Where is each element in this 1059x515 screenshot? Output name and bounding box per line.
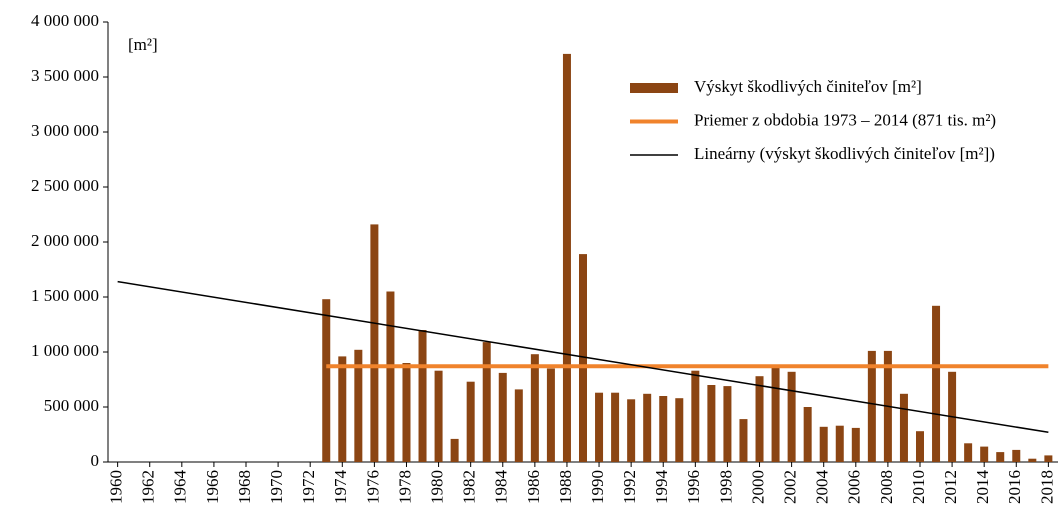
bar	[707, 385, 716, 462]
x-tick-label: 1972	[299, 470, 318, 504]
bar	[659, 396, 668, 462]
x-tick-label: 1986	[524, 470, 543, 504]
bar	[611, 392, 620, 462]
legend-label: Lineárny (výskyt škodlivých činiteľov [m…	[694, 144, 995, 163]
unit-label: [m²]	[128, 35, 158, 54]
y-tick-label: 1 000 000	[31, 341, 99, 360]
x-tick-label: 1980	[427, 470, 446, 504]
bar	[932, 305, 941, 462]
x-tick-label: 1960	[107, 470, 126, 504]
x-tick-label: 1994	[652, 470, 671, 505]
x-tick-label: 1964	[171, 470, 190, 505]
y-tick-label: 0	[91, 451, 100, 470]
bar	[402, 363, 411, 462]
bar	[338, 356, 347, 462]
x-tick-label: 1974	[331, 470, 350, 505]
bar	[627, 399, 636, 462]
bar	[675, 398, 684, 462]
bar	[466, 381, 475, 462]
bar	[1012, 449, 1021, 462]
bar	[482, 342, 491, 462]
bar	[579, 254, 587, 462]
bar	[835, 425, 844, 462]
y-tick-label: 2 500 000	[31, 176, 99, 195]
trend-line	[117, 280, 1049, 434]
bar	[450, 438, 459, 462]
bar	[322, 299, 331, 462]
x-tick-label: 1984	[492, 470, 511, 505]
bar	[562, 53, 571, 463]
y-tick-label: 500 000	[44, 396, 99, 415]
legend-label: Priemer z obdobia 1973 – 2014 (871 tis. …	[694, 110, 996, 129]
x-tick-label: 2002	[781, 470, 800, 504]
bar	[370, 224, 379, 462]
x-tick-label: 2010	[909, 470, 928, 504]
y-tick-label: 2 000 000	[31, 231, 99, 250]
bar	[418, 330, 427, 462]
x-tick-label: 2012	[941, 470, 960, 504]
bar	[867, 350, 876, 462]
bar	[899, 393, 908, 462]
x-tick-label: 1976	[363, 470, 382, 504]
bar	[980, 446, 989, 462]
x-tick-label: 1968	[235, 470, 254, 504]
bar	[739, 419, 748, 462]
legend-label: Výskyt škodlivých činiteľov [m²]	[694, 77, 922, 96]
x-tick-label: 1962	[139, 470, 158, 504]
bar	[1044, 455, 1053, 462]
bar	[851, 427, 860, 462]
x-tick-label: 2000	[748, 470, 767, 504]
y-tick-label: 3 000 000	[31, 121, 99, 140]
bar	[964, 443, 973, 462]
bar	[530, 354, 539, 462]
bar	[787, 371, 796, 462]
x-tick-label: 1970	[267, 470, 286, 504]
bar	[819, 426, 828, 462]
bar	[803, 407, 812, 462]
bar	[723, 386, 732, 462]
bar	[498, 372, 507, 462]
bar	[546, 368, 555, 462]
bar	[771, 367, 780, 462]
x-tick-label: 2006	[845, 470, 864, 504]
x-tick-label: 1992	[620, 470, 639, 504]
x-tick-label: 1978	[395, 470, 414, 504]
bar	[354, 349, 363, 462]
x-tick-label: 2004	[813, 470, 832, 505]
bar	[386, 291, 395, 462]
bar	[514, 389, 523, 462]
y-tick-label: 1 500 000	[31, 286, 99, 305]
x-tick-label: 1998	[716, 470, 735, 504]
x-tick-label: 2016	[1005, 470, 1024, 504]
y-tick-label: 4 000 000	[31, 11, 99, 30]
bar	[1028, 458, 1037, 462]
x-tick-label: 2018	[1037, 470, 1056, 504]
bar	[595, 392, 604, 462]
bar	[691, 370, 700, 462]
x-tick-label: 1982	[460, 470, 479, 504]
bar	[915, 431, 924, 462]
bar	[996, 452, 1005, 462]
bar	[755, 376, 764, 462]
bar	[643, 393, 652, 462]
x-tick-label: 2008	[877, 470, 896, 504]
x-tick-label: 1990	[588, 470, 607, 504]
x-tick-label: 1966	[203, 470, 222, 504]
y-tick-label: 3 500 000	[31, 66, 99, 85]
bar	[434, 370, 443, 462]
x-tick-label: 1996	[684, 470, 703, 504]
x-tick-label: 2014	[973, 470, 992, 505]
legend-swatch	[630, 83, 678, 93]
x-tick-label: 1988	[556, 470, 575, 504]
